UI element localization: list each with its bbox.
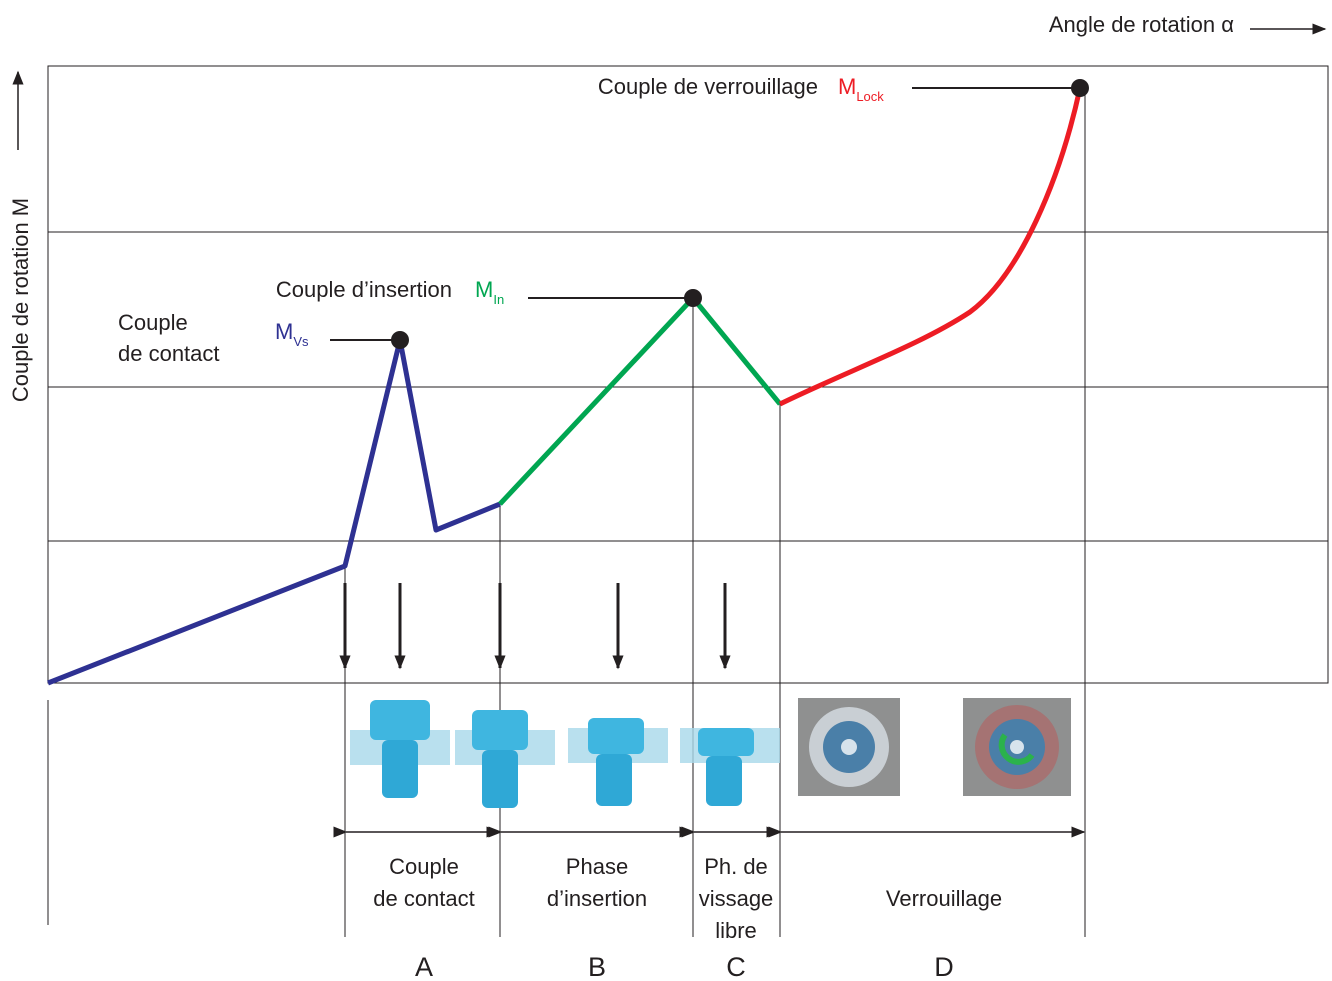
screw-images	[350, 698, 1071, 808]
symbol: M	[275, 319, 293, 344]
screw	[568, 718, 668, 806]
symbol: M	[475, 277, 493, 302]
annotation-symbol: MIn	[475, 277, 504, 308]
phase-label: d’insertion	[547, 886, 647, 911]
lock-image	[798, 698, 900, 796]
screw	[680, 728, 780, 806]
peak-dot	[684, 289, 702, 307]
curve-locking	[778, 87, 1083, 407]
curve-contact	[47, 337, 501, 686]
phase-label: Couple	[389, 854, 459, 879]
phase-label: Ph. de	[704, 854, 768, 879]
screw	[455, 710, 555, 808]
peak-dot	[1071, 79, 1089, 97]
annotation-symbol: MVs	[275, 319, 309, 350]
phase-letter: C	[726, 952, 746, 981]
down-arrows	[339, 583, 731, 670]
lock-image	[963, 698, 1071, 796]
subscript: Vs	[293, 334, 309, 349]
annotation-symbol: MLock	[838, 74, 884, 105]
annotation: Couple	[118, 310, 188, 335]
subscript: Lock	[856, 89, 884, 104]
phase-label: libre	[715, 918, 757, 943]
phase-label: de contact	[373, 886, 475, 911]
subscript: In	[493, 292, 504, 307]
phase-letter: A	[415, 952, 433, 981]
annotation: Couple de verrouillage	[598, 74, 818, 99]
phase-letter: B	[588, 952, 606, 981]
plot-frame	[47, 65, 1329, 684]
peak-dot	[391, 331, 409, 349]
y-axis-label: Couple de rotation M	[8, 198, 33, 402]
curve-insertion	[498, 295, 782, 506]
phase-label: Phase	[566, 854, 628, 879]
x-axis-label: Angle de rotation α	[1049, 12, 1234, 37]
annotation: Couple d’insertion	[276, 277, 452, 302]
annotation: de contact	[118, 341, 220, 366]
phase-label: vissage	[699, 886, 774, 911]
symbol: M	[838, 74, 856, 99]
phase-letter: D	[934, 952, 954, 981]
screw	[350, 700, 450, 798]
phase-label: Verrouillage	[886, 886, 1002, 911]
